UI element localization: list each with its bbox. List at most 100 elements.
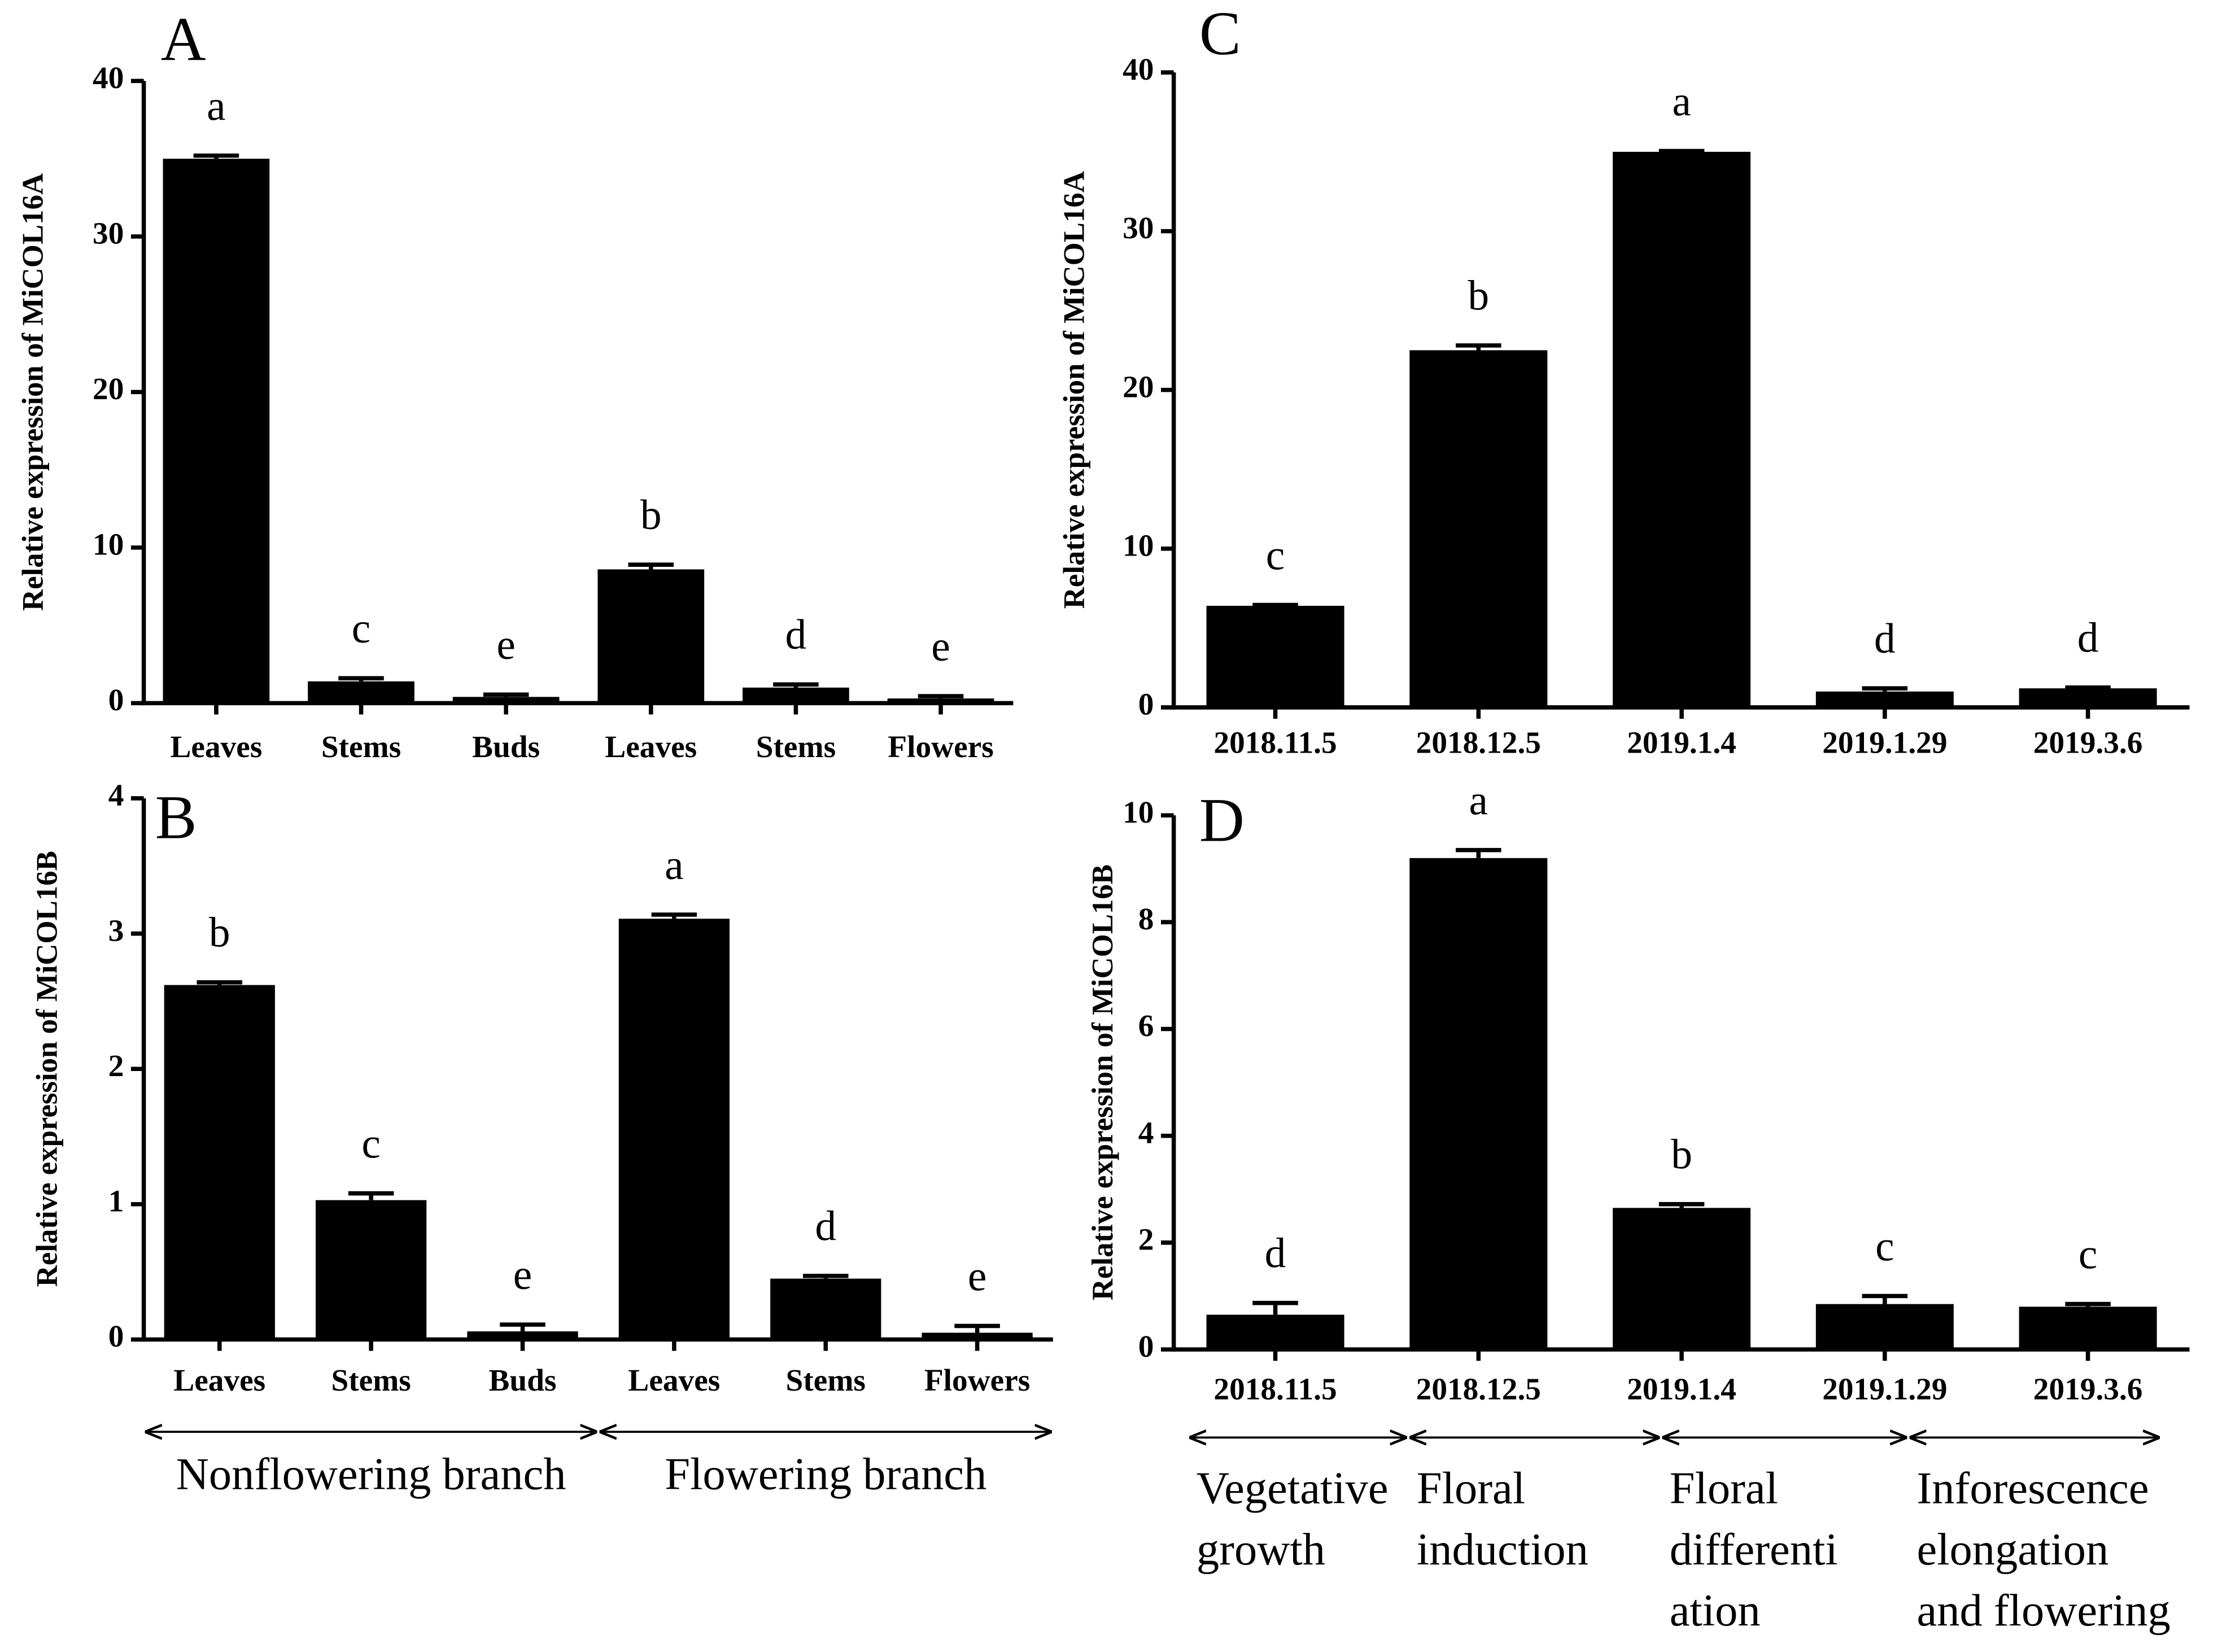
x-tick-label: Leaves <box>170 729 262 764</box>
period-label: Vegetative <box>1197 1463 1389 1514</box>
x-tick-label: 2019.1.4 <box>1627 1371 1736 1406</box>
bar <box>597 569 705 703</box>
significance-letter: e <box>968 1253 987 1300</box>
error-bar <box>651 912 697 919</box>
bar <box>922 1332 1033 1340</box>
y-axis-label: Relative expression of MiCOL16B <box>1086 864 1119 1300</box>
y-tick-label: 20 <box>1123 369 1154 404</box>
error-bar <box>483 692 529 697</box>
x-tick-label: 2019.1.29 <box>1822 726 1947 760</box>
y-tick-label: 0 <box>1138 1329 1154 1363</box>
bar <box>743 687 849 703</box>
significance-letter: c <box>2079 1231 2098 1278</box>
significance-letter: d <box>815 1203 836 1250</box>
bar <box>1206 605 1344 707</box>
error-bar <box>338 676 384 681</box>
significance-letter: c <box>352 605 371 652</box>
significance-letter: a <box>207 82 226 129</box>
error-bar <box>1658 1202 1705 1208</box>
significance-letter: d <box>1265 1230 1286 1277</box>
bar <box>308 681 414 703</box>
x-tick-label: 2018.12.5 <box>1416 726 1541 760</box>
significance-letter: e <box>496 622 516 668</box>
significance-letter: e <box>513 1252 532 1299</box>
bar <box>1409 350 1548 707</box>
error-bar <box>954 1323 1000 1333</box>
significance-letter: d <box>785 611 807 658</box>
period-label: Inforescence <box>1916 1463 2149 1514</box>
period-label: Floral <box>1670 1463 1778 1514</box>
error-bar <box>628 562 674 570</box>
y-tick-label: 20 <box>93 372 124 406</box>
panel-label: A <box>161 4 206 73</box>
bar <box>1206 1314 1344 1350</box>
x-tick-label: 2018.11.5 <box>1213 726 1337 760</box>
y-tick-label: 30 <box>1123 211 1154 245</box>
bar <box>1815 1304 1954 1350</box>
significance-letter: d <box>1874 615 1896 662</box>
y-tick-label: 10 <box>1123 795 1154 829</box>
y-tick-label: 2 <box>108 1048 124 1083</box>
x-tick-label: 2019.1.4 <box>1627 726 1736 760</box>
x-tick-label: 2019.3.6 <box>2033 1371 2143 1406</box>
period-label: Floral <box>1417 1463 1525 1514</box>
significance-letter: c <box>361 1120 381 1167</box>
bar <box>452 697 560 703</box>
y-axis-label: Relative expression of MiCOL16B <box>31 851 64 1287</box>
significance-letter: b <box>1468 273 1489 320</box>
significance-letter: c <box>1875 1223 1894 1270</box>
period-label: Nonflowering branch <box>176 1449 566 1500</box>
x-tick-label: Leaves <box>628 1363 720 1397</box>
y-axis-label: Relative expression of MiCOL16A <box>17 173 50 611</box>
y-tick-label: 6 <box>1138 1008 1154 1043</box>
panel-label: D <box>1199 785 1245 855</box>
period-label: growth <box>1197 1524 1325 1575</box>
bar <box>316 1200 427 1340</box>
y-axis-label: Relative expression of MiCOL16A <box>1058 171 1091 609</box>
y-tick-label: 1 <box>108 1184 124 1218</box>
x-tick-label: Flowers <box>888 729 993 764</box>
error-bar <box>1252 602 1298 608</box>
x-tick-label: Buds <box>489 1363 557 1397</box>
error-bar <box>1252 1301 1298 1315</box>
bar <box>770 1278 881 1340</box>
y-tick-label: 0 <box>108 1319 124 1353</box>
significance-letter: b <box>1671 1131 1692 1178</box>
x-tick-label: Leaves <box>173 1363 265 1397</box>
period-label: elongation <box>1916 1524 2108 1575</box>
error-bar <box>1456 847 1501 858</box>
bar <box>164 985 275 1340</box>
bar <box>1613 151 1751 707</box>
y-tick-label: 0 <box>1138 687 1154 722</box>
panel-label: B <box>155 783 197 852</box>
error-bar <box>1456 343 1501 351</box>
error-bar <box>803 1274 849 1279</box>
y-tick-label: 4 <box>108 778 124 812</box>
significance-letter: a <box>1469 777 1488 824</box>
x-tick-label: Buds <box>472 729 540 764</box>
bar <box>2019 1306 2157 1350</box>
error-bar <box>193 153 239 159</box>
significance-letter: b <box>640 492 662 539</box>
error-bar <box>348 1191 394 1200</box>
x-tick-label: Flowers <box>924 1363 1030 1397</box>
x-tick-label: Stems <box>786 1363 866 1397</box>
significance-letter: c <box>1266 532 1285 579</box>
y-tick-label: 30 <box>93 216 124 251</box>
x-tick-label: 2018.12.5 <box>1416 1371 1541 1406</box>
period-label: induction <box>1417 1524 1588 1575</box>
bar <box>467 1331 578 1340</box>
bar <box>2019 688 2157 707</box>
error-bar <box>1862 1293 1908 1304</box>
x-tick-label: 2019.1.29 <box>1822 1371 1947 1406</box>
error-bar <box>773 682 819 688</box>
significance-letter: e <box>931 623 950 670</box>
error-bar <box>918 694 964 699</box>
y-tick-label: 10 <box>1123 528 1154 562</box>
bar <box>1409 858 1548 1350</box>
y-tick-label: 40 <box>1123 52 1154 86</box>
y-tick-label: 2 <box>1138 1222 1154 1257</box>
y-tick-label: 10 <box>93 527 124 562</box>
error-bar <box>500 1322 545 1332</box>
y-tick-label: 4 <box>1138 1115 1154 1150</box>
